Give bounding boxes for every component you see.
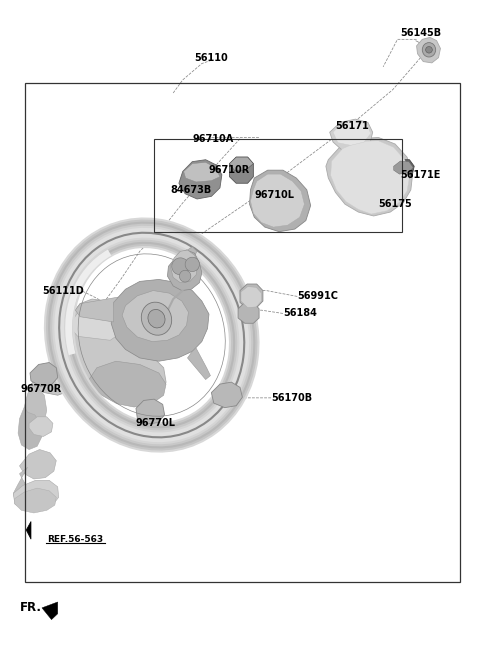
Polygon shape xyxy=(330,119,372,150)
Polygon shape xyxy=(238,302,259,323)
Text: 56111D: 56111D xyxy=(42,286,84,296)
Text: FR.: FR. xyxy=(20,601,42,614)
Text: 96770L: 96770L xyxy=(135,419,175,428)
Text: 96710A: 96710A xyxy=(192,135,234,145)
Polygon shape xyxy=(87,361,166,407)
Polygon shape xyxy=(251,174,304,227)
Polygon shape xyxy=(188,348,210,380)
Text: 56175: 56175 xyxy=(378,198,412,208)
Ellipse shape xyxy=(185,257,199,271)
Text: 56184: 56184 xyxy=(283,308,317,319)
Polygon shape xyxy=(30,363,58,386)
Polygon shape xyxy=(417,37,441,63)
Polygon shape xyxy=(172,247,197,283)
Ellipse shape xyxy=(148,309,165,328)
Polygon shape xyxy=(250,170,311,232)
Polygon shape xyxy=(42,602,58,620)
Polygon shape xyxy=(331,141,410,214)
Ellipse shape xyxy=(172,258,189,275)
Text: 84673B: 84673B xyxy=(171,185,212,195)
Polygon shape xyxy=(20,449,56,479)
Polygon shape xyxy=(18,407,42,449)
Polygon shape xyxy=(170,250,198,283)
Polygon shape xyxy=(31,365,78,396)
Polygon shape xyxy=(24,384,47,428)
Polygon shape xyxy=(211,382,242,407)
Text: 56171E: 56171E xyxy=(400,170,440,181)
Polygon shape xyxy=(184,162,220,182)
Text: 56145B: 56145B xyxy=(400,28,441,38)
Polygon shape xyxy=(240,284,263,309)
Polygon shape xyxy=(29,417,53,436)
Polygon shape xyxy=(111,279,209,361)
Ellipse shape xyxy=(426,47,432,53)
Bar xyxy=(25,83,459,581)
Polygon shape xyxy=(229,157,253,170)
Text: 56110: 56110 xyxy=(194,53,228,63)
Text: 96710R: 96710R xyxy=(209,165,250,175)
Polygon shape xyxy=(333,120,371,145)
Ellipse shape xyxy=(180,270,191,282)
Polygon shape xyxy=(68,299,166,406)
Text: 96710L: 96710L xyxy=(254,190,294,200)
Polygon shape xyxy=(15,488,56,513)
Polygon shape xyxy=(136,399,165,424)
Polygon shape xyxy=(72,302,118,340)
Ellipse shape xyxy=(422,43,436,57)
Polygon shape xyxy=(393,160,414,181)
Bar xyxy=(154,139,402,232)
Text: 56170B: 56170B xyxy=(271,393,312,403)
Polygon shape xyxy=(122,290,189,342)
Text: 96770R: 96770R xyxy=(21,384,62,394)
Polygon shape xyxy=(168,250,202,290)
Text: 56171: 56171 xyxy=(336,121,369,131)
Polygon shape xyxy=(13,467,30,507)
Polygon shape xyxy=(326,137,413,216)
Ellipse shape xyxy=(141,302,172,335)
Polygon shape xyxy=(13,480,59,512)
Text: 56991C: 56991C xyxy=(297,292,338,302)
Polygon shape xyxy=(75,297,118,322)
Polygon shape xyxy=(229,157,253,183)
Polygon shape xyxy=(26,522,31,539)
Polygon shape xyxy=(241,286,262,307)
Text: REF.56-563: REF.56-563 xyxy=(47,535,103,543)
Polygon shape xyxy=(179,160,222,199)
Polygon shape xyxy=(394,161,413,174)
